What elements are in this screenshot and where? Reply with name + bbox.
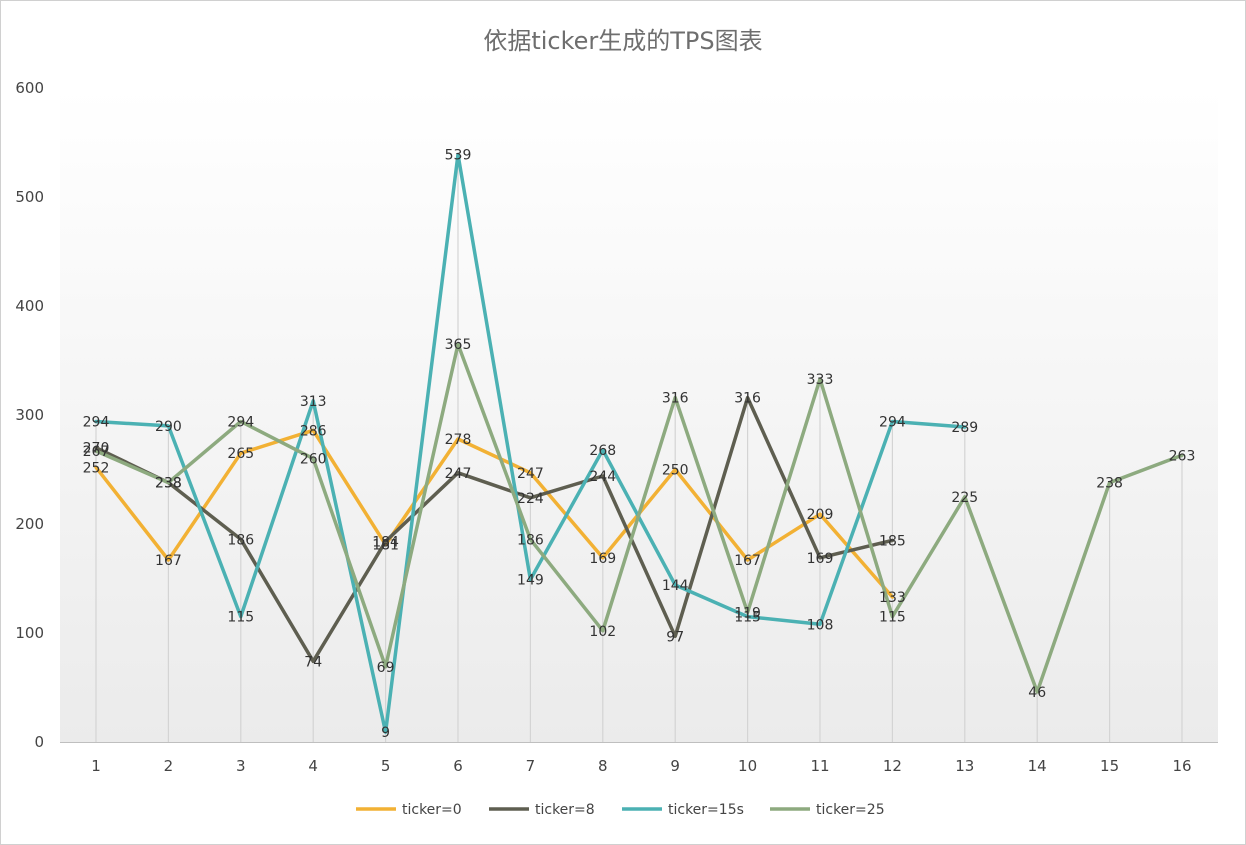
data-label: 539: [445, 147, 472, 163]
data-label: 290: [155, 419, 182, 435]
data-label: 167: [734, 553, 761, 569]
x-tick-label: 5: [381, 757, 391, 775]
data-label: 108: [807, 617, 834, 633]
y-tick-label: 400: [15, 297, 44, 315]
x-tick-label: 6: [453, 757, 463, 775]
x-tick-label: 15: [1100, 757, 1119, 775]
x-tick-label: 14: [1028, 757, 1047, 775]
data-label: 247: [517, 466, 544, 482]
data-label: 289: [951, 420, 978, 436]
x-tick-label: 2: [164, 757, 174, 775]
plot-area-background: [60, 88, 1218, 742]
x-tick-label: 3: [236, 757, 246, 775]
data-label: 181: [372, 538, 399, 554]
y-tick-label: 600: [15, 79, 44, 97]
data-label: 184: [372, 534, 399, 550]
x-tick-label: 11: [810, 757, 829, 775]
data-label: 333: [807, 372, 834, 388]
data-label: 115: [227, 610, 254, 626]
data-label: 119: [734, 605, 761, 621]
data-label: 244: [589, 469, 616, 485]
y-tick-label: 200: [15, 515, 44, 533]
y-tick-label: 500: [15, 188, 44, 206]
x-tick-label: 8: [598, 757, 608, 775]
data-label: 313: [300, 394, 327, 410]
data-label: 167: [155, 553, 182, 569]
data-label: 144: [662, 578, 689, 594]
x-tick-label: 16: [1172, 757, 1191, 775]
chart-title: 依据ticker生成的TPS图表: [483, 27, 762, 55]
data-label: 133: [879, 590, 906, 606]
x-tick-label: 13: [955, 757, 974, 775]
data-label: 252: [83, 460, 110, 476]
data-label: 102: [589, 624, 616, 640]
data-label: 286: [300, 423, 327, 439]
data-label: 186: [227, 532, 254, 548]
data-label: 238: [1096, 476, 1123, 492]
series-line-ticker-8: [94, 395, 895, 664]
data-label: 185: [879, 533, 906, 549]
data-label: 247: [445, 466, 472, 482]
series-line-ticker-0: [94, 428, 895, 599]
data-label: 115: [879, 610, 906, 626]
x-tick-label: 12: [883, 757, 902, 775]
x-tick-label: 1: [91, 757, 101, 775]
data-label: 316: [734, 391, 761, 407]
legend-item: ticker=25: [770, 802, 885, 818]
legend-label: ticker=15s: [668, 802, 744, 818]
data-label: 115: [734, 610, 761, 626]
data-label: 209: [807, 507, 834, 523]
series-layer: [94, 152, 1184, 734]
data-label: 169: [807, 551, 834, 567]
data-label: 46: [1028, 685, 1046, 701]
data-label: 316: [662, 391, 689, 407]
legend-label: ticker=25: [816, 802, 885, 818]
legend-item: ticker=0: [356, 802, 462, 818]
data-label: 265: [227, 446, 254, 462]
data-label: 9: [381, 725, 390, 741]
legend-label: ticker=8: [535, 802, 595, 818]
data-label: 225: [951, 490, 978, 506]
y-tick-label: 0: [34, 733, 44, 751]
data-label: 268: [589, 443, 616, 459]
data-label: 263: [1169, 448, 1196, 464]
legend-item: ticker=15s: [622, 802, 744, 818]
x-tick-label: 4: [308, 757, 318, 775]
data-label: 294: [879, 415, 906, 431]
axis-layer: 1 2 3 4 5 6 7 8 9 10 11 12 13 14 15 1601002003004005006…: [15, 79, 1218, 775]
grid-layer: [95, 154, 1183, 742]
data-label-layer: 2521672652861812782471692501672091332702…: [83, 147, 1196, 741]
data-label: 238: [155, 476, 182, 492]
x-tick-label: 7: [526, 757, 536, 775]
x-tick-label: 10: [738, 757, 757, 775]
data-label: 267: [83, 444, 110, 460]
legend-label: ticker=0: [402, 802, 462, 818]
legend: ticker=0 ticker=8 ticker=15s ticker=25: [356, 802, 885, 818]
data-label: 250: [662, 463, 689, 479]
data-label: 74: [304, 654, 322, 670]
data-label: 97: [666, 629, 684, 645]
data-label: 365: [445, 337, 472, 353]
data-label: 294: [83, 415, 110, 431]
data-label: 169: [589, 551, 616, 567]
data-label: 224: [517, 491, 544, 507]
data-label: 294: [227, 415, 254, 431]
data-label: 69: [377, 660, 395, 676]
data-label: 260: [300, 452, 327, 468]
y-tick-label: 300: [15, 406, 44, 424]
data-label: 186: [517, 532, 544, 548]
series-line-ticker-25: [94, 342, 1184, 694]
series-line-ticker-15s: [94, 152, 967, 734]
data-label: 238: [155, 476, 182, 492]
legend-item: ticker=8: [489, 802, 595, 818]
x-tick-label: 9: [670, 757, 680, 775]
data-label: 149: [517, 573, 544, 589]
data-label: 278: [445, 432, 472, 448]
data-label: 270: [83, 441, 110, 457]
y-tick-label: 100: [15, 624, 44, 642]
